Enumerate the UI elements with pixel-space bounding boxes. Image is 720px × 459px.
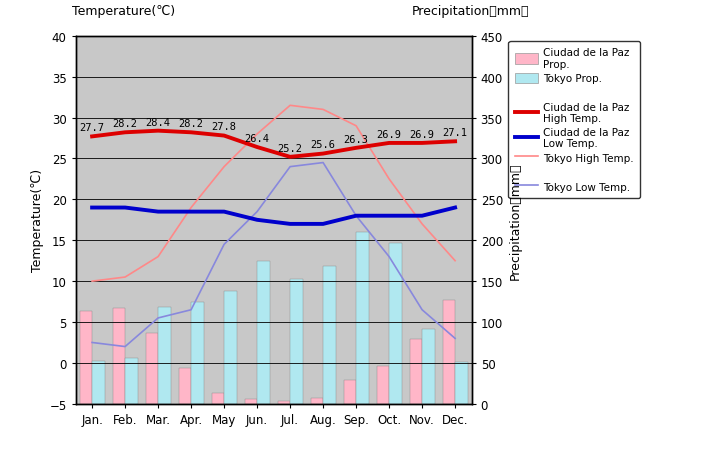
Bar bbox=[410, 340, 422, 404]
Bar bbox=[443, 300, 455, 404]
Bar bbox=[343, 380, 356, 404]
Bar bbox=[310, 398, 323, 404]
Text: 26.4: 26.4 bbox=[245, 134, 269, 144]
Bar bbox=[212, 393, 224, 404]
Bar bbox=[277, 401, 290, 404]
Text: 26.9: 26.9 bbox=[377, 129, 402, 140]
Bar bbox=[191, 302, 204, 404]
Text: 25.2: 25.2 bbox=[278, 143, 302, 153]
Bar bbox=[257, 261, 270, 404]
Text: Precipitation（mm）: Precipitation（mm） bbox=[412, 6, 529, 18]
Bar bbox=[290, 279, 302, 404]
Legend: Ciudad de la Paz
Prop., Tokyo Prop., , Ciudad de la Paz
High Temp., Ciudad de la: Ciudad de la Paz Prop., Tokyo Prop., , C… bbox=[508, 42, 640, 199]
Y-axis label: Precipitation（mm）: Precipitation（mm） bbox=[508, 162, 521, 279]
Bar bbox=[323, 267, 336, 404]
Text: 27.8: 27.8 bbox=[212, 122, 237, 132]
Text: 28.2: 28.2 bbox=[112, 119, 138, 129]
Text: 27.1: 27.1 bbox=[443, 128, 467, 138]
Text: 28.4: 28.4 bbox=[145, 118, 171, 127]
Bar bbox=[92, 362, 104, 404]
Text: 27.7: 27.7 bbox=[80, 123, 104, 133]
Bar bbox=[455, 362, 468, 404]
Bar bbox=[389, 243, 402, 404]
Bar bbox=[145, 334, 158, 404]
Text: 28.2: 28.2 bbox=[179, 119, 204, 129]
Bar bbox=[125, 358, 138, 404]
Bar bbox=[245, 399, 257, 404]
Bar bbox=[377, 366, 389, 404]
Bar bbox=[112, 308, 125, 404]
Bar bbox=[179, 368, 191, 404]
Text: Temperature(℃): Temperature(℃) bbox=[72, 6, 175, 18]
Bar bbox=[79, 312, 92, 404]
Text: 26.9: 26.9 bbox=[410, 129, 435, 140]
Bar bbox=[356, 233, 369, 404]
Bar bbox=[158, 308, 171, 404]
Text: 25.6: 25.6 bbox=[310, 140, 336, 150]
Text: 26.3: 26.3 bbox=[343, 134, 369, 145]
Bar bbox=[224, 291, 237, 404]
Bar bbox=[422, 329, 435, 404]
Y-axis label: Temperature(℃): Temperature(℃) bbox=[31, 169, 44, 272]
